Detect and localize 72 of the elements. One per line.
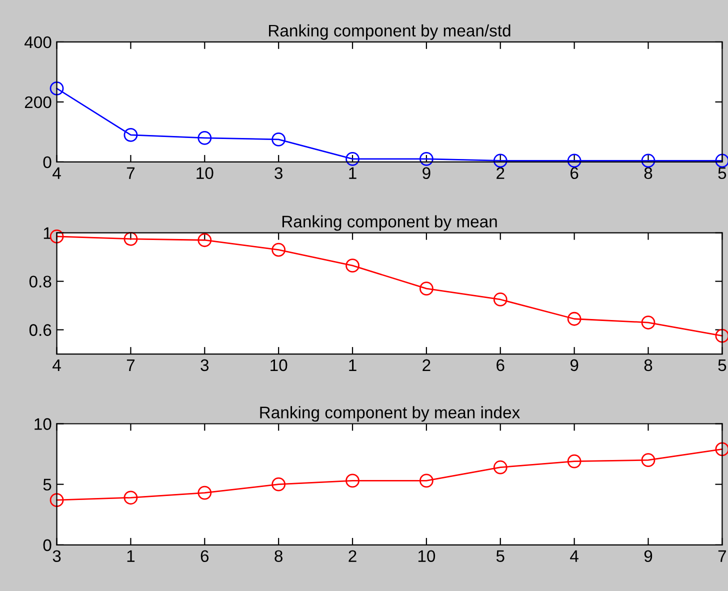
x-tick-label: 9: [644, 550, 652, 562]
chart-title: Ranking component by mean: [282, 215, 497, 231]
x-tick-label: 1: [349, 359, 356, 371]
point: [124, 128, 138, 142]
y-tick-label: 400: [24, 36, 52, 48]
point: [420, 282, 434, 296]
y-tick-label: 1: [44, 227, 52, 239]
y-tick-label: 0.8: [29, 276, 52, 288]
x-tick-label: 9: [422, 167, 430, 180]
point: [493, 292, 508, 306]
x-tick-label: 1: [127, 550, 135, 562]
x-tick-label: 4: [52, 359, 61, 371]
x-tick-label: 5: [718, 167, 726, 180]
x-tick-label: 8: [644, 359, 652, 372]
point: [198, 486, 212, 500]
x-tick-label: 3: [52, 550, 61, 562]
x-tick-label: 5: [496, 550, 504, 562]
point: [50, 493, 64, 508]
x-tick-label: 6: [570, 167, 578, 180]
x-tick-label: 8: [274, 550, 282, 562]
point: [50, 230, 64, 244]
x-tick-label: 9: [570, 359, 578, 372]
y-tick-label: 0: [43, 156, 52, 168]
point: [420, 474, 434, 488]
point: [346, 152, 360, 166]
x-tick-label: 5: [718, 359, 726, 372]
point: [272, 477, 286, 492]
point: [124, 232, 138, 246]
chart-title: Ranking component by mean index: [260, 406, 520, 422]
point: [420, 152, 434, 166]
x-tick-label: 6: [496, 359, 504, 372]
x-tick-label: 10: [196, 167, 214, 180]
point: [567, 454, 582, 468]
point: [272, 132, 286, 146]
y-tick-label: 5: [43, 478, 52, 491]
y-tick-label: 200: [24, 96, 52, 108]
point: [198, 130, 212, 145]
x-tick-label: 6: [200, 550, 209, 562]
point: [346, 474, 360, 488]
x-tick-label: 7: [126, 167, 135, 179]
x-tick-label: 3: [274, 167, 282, 180]
x-tick-label: 3: [200, 359, 209, 372]
point: [641, 154, 656, 168]
x-tick-label: 7: [126, 359, 135, 371]
point: [50, 82, 64, 96]
y-tick-label: 0.6: [29, 324, 52, 336]
x-tick-label: 10: [270, 359, 288, 372]
point: [124, 490, 138, 505]
x-tick-label: 2: [496, 167, 504, 179]
point: [641, 453, 656, 468]
x-tick-label: 2: [422, 359, 430, 371]
point: [346, 258, 360, 273]
x-tick-label: 4: [52, 167, 61, 179]
point: [567, 312, 582, 326]
x-tick-label: 1: [349, 167, 356, 179]
x-tick-label: 10: [418, 550, 436, 562]
point: [715, 328, 728, 343]
x-tick-label: 8: [644, 167, 652, 180]
point: [198, 233, 212, 248]
x-tick-label: 7: [718, 550, 726, 562]
x-tick-label: 2: [348, 550, 356, 562]
point: [272, 242, 286, 257]
chart-title: Ranking component by mean/std: [269, 24, 510, 40]
x-tick-label: 4: [570, 550, 578, 562]
y-tick-label: 10: [34, 418, 52, 430]
point: [641, 316, 656, 330]
point: [715, 154, 728, 168]
point: [715, 442, 728, 456]
point: [567, 154, 582, 168]
point: [493, 460, 508, 474]
y-tick-label: 0: [43, 539, 52, 552]
point: [493, 154, 508, 168]
